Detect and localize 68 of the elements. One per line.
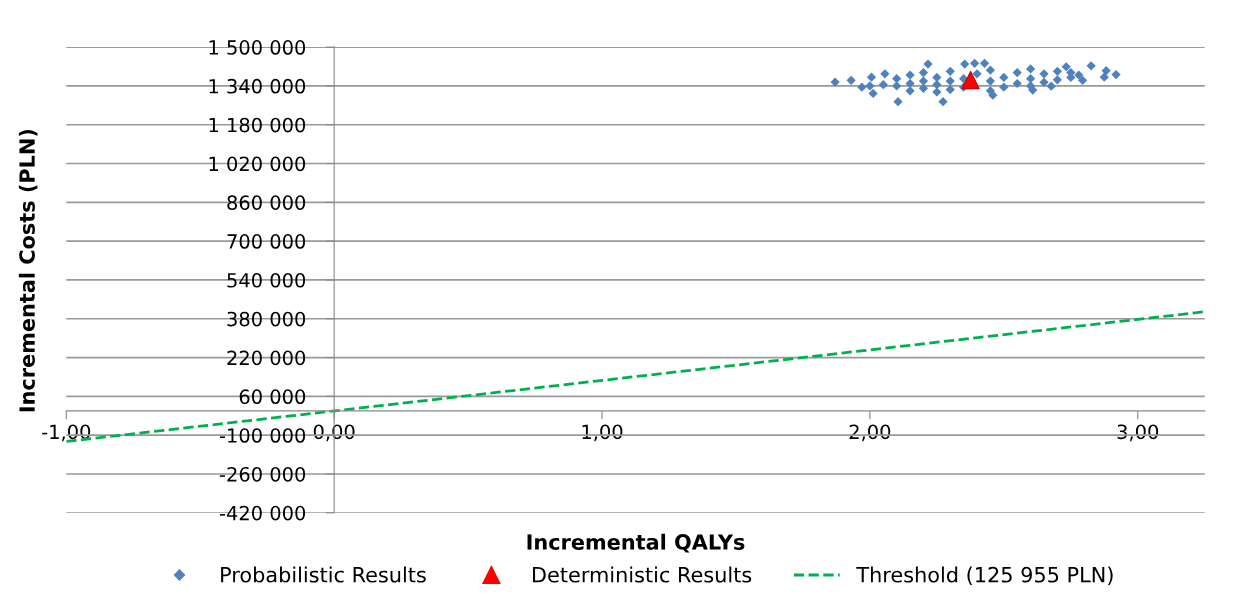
y-tick-label: 1 500 000 — [209, 40, 306, 55]
point — [868, 88, 878, 99]
y-tick-label: 860 000 — [227, 195, 306, 210]
point — [1077, 75, 1088, 85]
y-tick-label: 60 000 — [239, 389, 306, 405]
point — [918, 83, 929, 93]
point — [999, 72, 1009, 83]
point — [905, 70, 915, 80]
point — [1099, 72, 1109, 82]
point — [1012, 78, 1022, 89]
point — [938, 97, 948, 107]
point — [945, 84, 955, 95]
legend-label: Probabilistic Results — [221, 566, 426, 583]
point — [945, 76, 955, 86]
point — [985, 76, 996, 86]
point — [878, 80, 888, 90]
point — [932, 80, 942, 90]
y-tick-label: -260 000 — [219, 466, 306, 482]
point — [1111, 69, 1121, 80]
point — [857, 82, 867, 92]
point — [979, 58, 990, 68]
point — [959, 74, 969, 84]
point — [970, 58, 980, 68]
point — [918, 67, 929, 78]
point — [1074, 70, 1084, 80]
point — [932, 87, 942, 97]
point — [905, 86, 915, 96]
point — [1026, 74, 1036, 84]
y-tick-label: 1 340 000 — [209, 78, 306, 94]
point — [830, 77, 840, 87]
point — [1086, 61, 1096, 71]
point — [1046, 81, 1056, 91]
y-tick-label: 1 180 000 — [209, 117, 306, 133]
y-tick-label: 380 000 — [227, 311, 306, 327]
y-tick-label: 1 020 000 — [209, 156, 306, 172]
point — [960, 59, 970, 69]
point — [1012, 67, 1022, 78]
point — [880, 69, 890, 79]
y-tick-label: 700 000 — [227, 234, 306, 249]
point — [1052, 75, 1062, 85]
point — [1052, 66, 1062, 76]
point — [1061, 62, 1071, 72]
point — [892, 81, 902, 91]
point — [972, 69, 982, 79]
point — [1026, 64, 1036, 74]
point — [999, 82, 1009, 92]
point — [985, 86, 996, 96]
y-tick-label: -100 000 — [219, 428, 306, 443]
y-tick-label: -420 000 — [219, 505, 306, 521]
point — [846, 75, 856, 85]
point — [923, 59, 933, 69]
x-axis-title: Incremental QALYs — [527, 533, 745, 553]
point — [1039, 69, 1049, 79]
point — [1039, 77, 1049, 87]
point — [1101, 66, 1111, 76]
point — [985, 65, 996, 75]
y-tick-label: 220 000 — [227, 350, 306, 366]
point — [893, 97, 903, 107]
point — [945, 66, 955, 76]
legend-label: Threshold (125 955 PLN) — [856, 566, 1113, 586]
point — [865, 81, 875, 91]
point — [918, 76, 929, 86]
point — [892, 74, 902, 84]
y-axis-title: Incremental Costs (PLN) — [18, 129, 38, 412]
legend-label: Deterministic Results — [533, 566, 752, 583]
point — [866, 72, 877, 82]
y-tick-label: 540 000 — [227, 272, 306, 288]
point — [961, 71, 980, 90]
